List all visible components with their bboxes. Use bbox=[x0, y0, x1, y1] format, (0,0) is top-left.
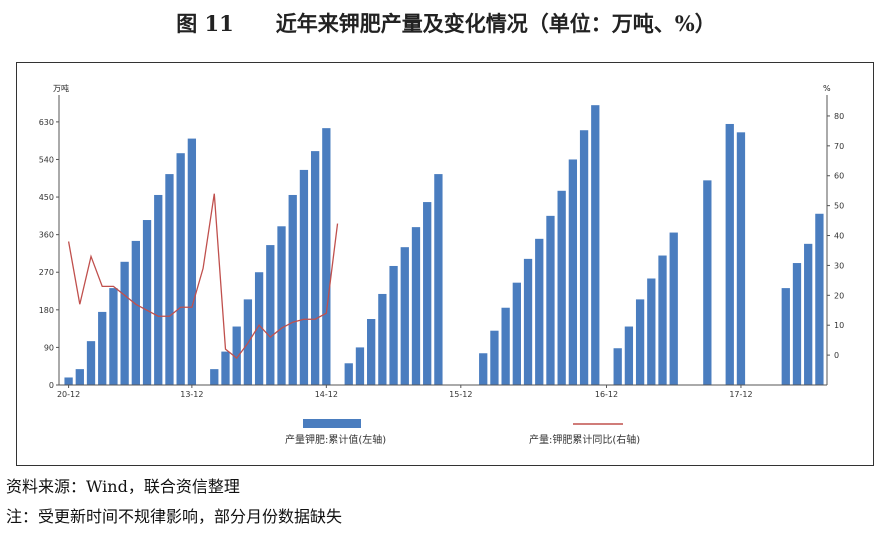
bar bbox=[210, 369, 219, 385]
bar bbox=[64, 377, 73, 385]
x-tick-label: 16-12 bbox=[595, 390, 618, 399]
right-tick-label: 70 bbox=[834, 142, 844, 151]
bar bbox=[411, 227, 421, 385]
x-axis: 20-12 13-12 14-12 15-12 16-12 17-12 bbox=[57, 384, 827, 399]
bar bbox=[535, 238, 544, 385]
bar bbox=[322, 128, 331, 385]
bar bbox=[266, 245, 275, 385]
bar bbox=[658, 255, 667, 385]
bar bbox=[501, 307, 510, 385]
left-axis: 0 90 180 270 360 450 540 630 bbox=[39, 95, 60, 390]
bar bbox=[165, 174, 174, 385]
left-tick-label: 630 bbox=[39, 118, 54, 127]
bar bbox=[781, 288, 790, 385]
bar bbox=[221, 351, 230, 385]
right-tick-label: 20 bbox=[834, 291, 844, 300]
figure-title: 图 11 近年来钾肥产量及变化情况（单位：万吨、%） bbox=[176, 11, 716, 36]
bar bbox=[232, 326, 241, 385]
x-tick-label: 20-12 bbox=[57, 390, 80, 399]
left-unit-label: 万吨 bbox=[53, 83, 69, 93]
bar bbox=[815, 213, 824, 385]
bar bbox=[725, 123, 734, 386]
right-tick-label: 30 bbox=[834, 261, 844, 270]
bar bbox=[142, 220, 152, 385]
bar bbox=[120, 261, 129, 385]
bar bbox=[254, 272, 264, 385]
bar bbox=[288, 194, 297, 385]
bar bbox=[277, 226, 286, 385]
footnote: 注：受更新时间不规律影响，部分月份数据缺失 bbox=[6, 507, 343, 526]
left-tick-label: 360 bbox=[39, 231, 54, 240]
bar bbox=[154, 194, 163, 385]
bar bbox=[557, 190, 566, 385]
right-tick-label: 10 bbox=[834, 321, 844, 330]
bar bbox=[344, 363, 353, 385]
left-tick-label: 540 bbox=[39, 155, 54, 164]
bar bbox=[367, 319, 376, 385]
left-tick-label: 0 bbox=[49, 381, 54, 390]
bar bbox=[647, 278, 656, 385]
legend: 产量钾肥:累计值(左轴) 产量:钾肥累计同比(右轴) bbox=[285, 419, 640, 446]
bar bbox=[98, 311, 107, 385]
bar bbox=[568, 159, 578, 385]
bar bbox=[546, 215, 555, 385]
bar bbox=[423, 202, 432, 385]
x-tick-label: 13-12 bbox=[180, 390, 203, 399]
x-tick-label: 17-12 bbox=[729, 390, 752, 399]
left-tick-label: 450 bbox=[39, 193, 54, 202]
x-tick-label: 14-12 bbox=[315, 390, 338, 399]
bar bbox=[187, 138, 197, 385]
bar bbox=[299, 169, 309, 385]
bar bbox=[400, 247, 409, 385]
x-tick-label: 15-12 bbox=[449, 390, 472, 399]
bar bbox=[310, 151, 320, 385]
legend-bar-swatch bbox=[303, 419, 361, 428]
bar bbox=[669, 232, 678, 385]
source-note: 资料来源：Wind，联合资信整理 bbox=[6, 477, 240, 496]
right-tick-label: 60 bbox=[834, 172, 844, 181]
line-series bbox=[67, 193, 339, 360]
right-tick-label: 80 bbox=[834, 112, 844, 121]
bar bbox=[591, 105, 600, 386]
bar bbox=[389, 265, 398, 385]
bar bbox=[75, 369, 84, 385]
legend-line-label: 产量:钾肥累计同比(右轴) bbox=[529, 433, 640, 446]
bar bbox=[490, 330, 499, 385]
right-axis: 0 10 20 30 40 50 60 70 80 bbox=[826, 95, 844, 385]
chart-frame: 0 90 180 270 360 450 540 630 0 10 20 30 40 50 60 70 80 … bbox=[16, 62, 874, 466]
line-path bbox=[67, 193, 339, 360]
bar bbox=[736, 132, 746, 385]
left-tick-label: 270 bbox=[39, 268, 54, 277]
bar bbox=[378, 293, 387, 385]
left-tick-label: 180 bbox=[39, 306, 54, 315]
bar bbox=[355, 347, 365, 385]
bar bbox=[792, 263, 802, 385]
bar bbox=[579, 130, 589, 385]
left-tick-label: 90 bbox=[44, 343, 54, 352]
bar bbox=[176, 153, 185, 385]
bar bbox=[512, 282, 521, 385]
legend-bar-label: 产量钾肥:累计值(左轴) bbox=[285, 433, 386, 446]
right-tick-label: 40 bbox=[834, 232, 844, 241]
bar bbox=[624, 326, 634, 385]
bar bbox=[613, 348, 622, 385]
bar-series bbox=[64, 105, 824, 386]
bar bbox=[703, 180, 712, 385]
bar bbox=[635, 299, 645, 385]
right-tick-label: 50 bbox=[834, 202, 844, 211]
bar bbox=[86, 341, 96, 385]
bar bbox=[109, 288, 118, 385]
bar bbox=[131, 240, 140, 385]
right-unit-label: % bbox=[823, 84, 831, 93]
right-tick-label: 0 bbox=[834, 351, 839, 360]
bar bbox=[479, 353, 488, 385]
bar bbox=[523, 258, 533, 385]
bar bbox=[434, 174, 443, 385]
bar bbox=[804, 243, 813, 385]
